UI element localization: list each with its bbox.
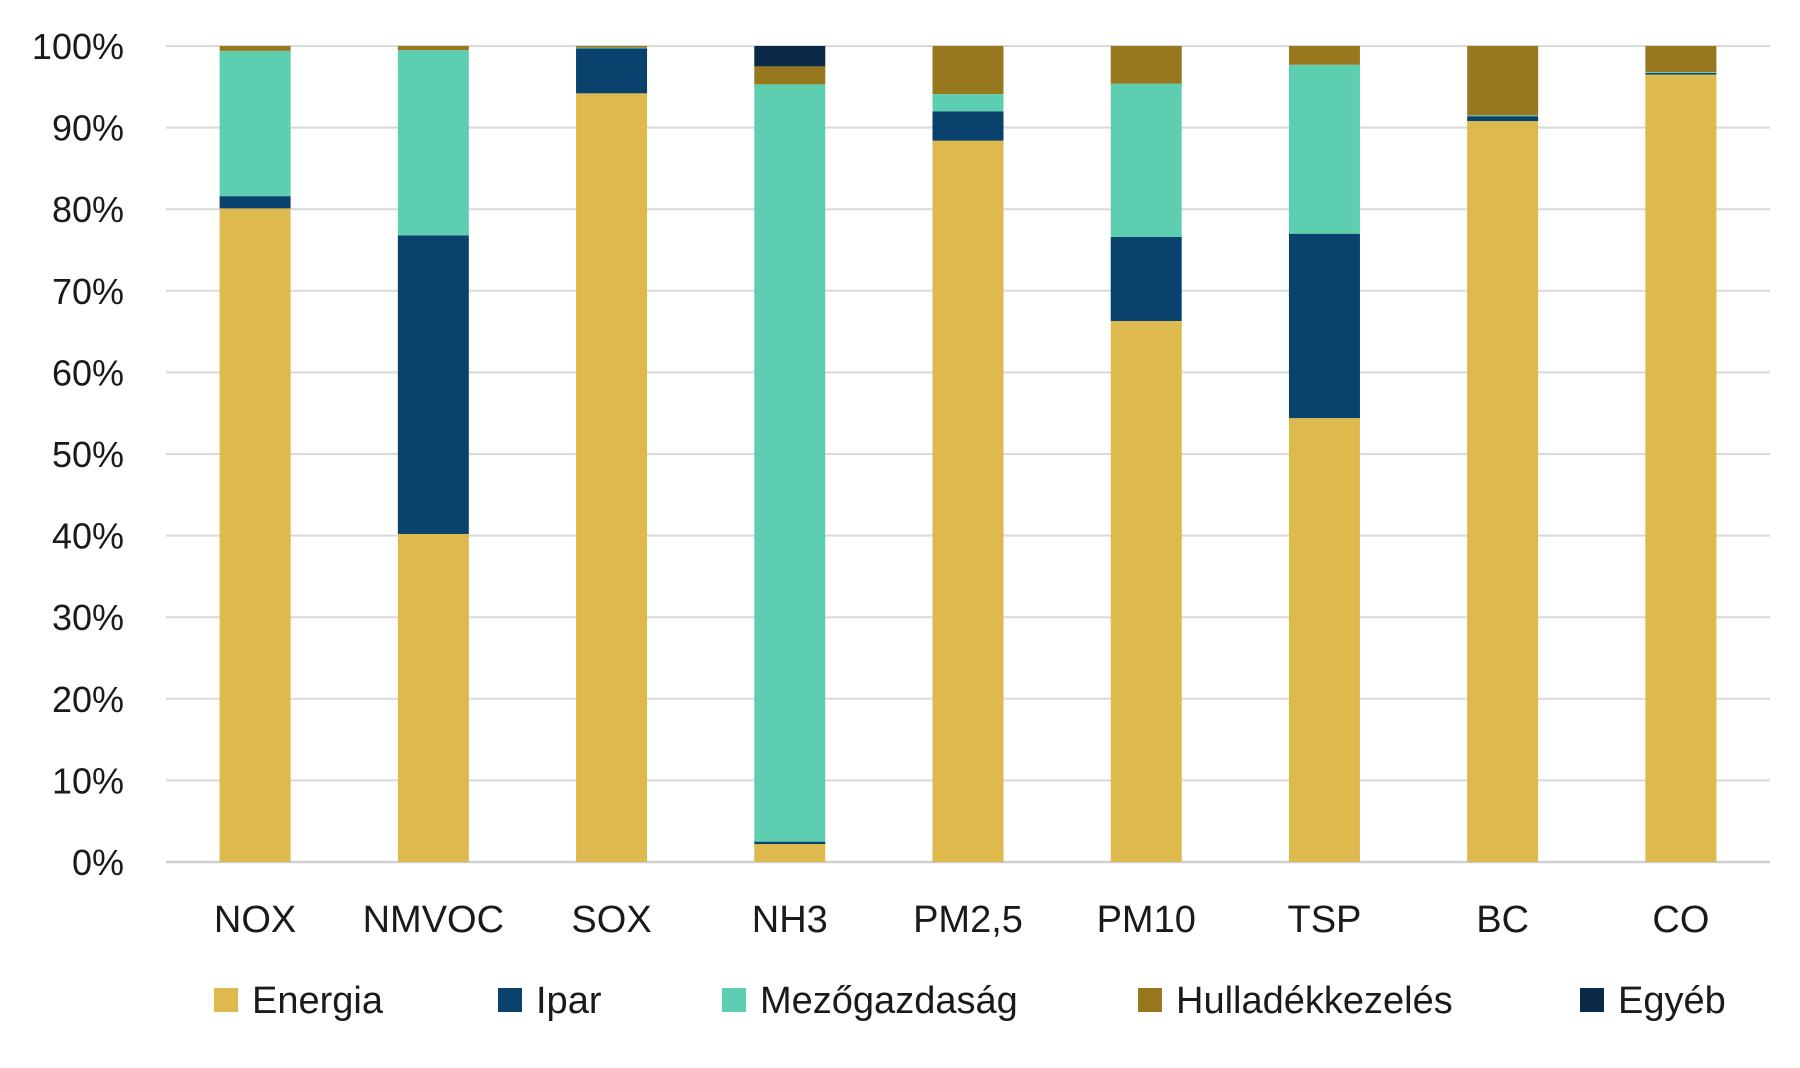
x-category-label: CO [1652, 899, 1709, 941]
legend-swatch [722, 988, 746, 1012]
x-category-label: TSP [1287, 899, 1361, 941]
bar-segment [1110, 83, 1182, 237]
x-category-label: NOX [214, 899, 296, 941]
legend-item: Ipar [498, 980, 602, 1022]
bar-segment [754, 46, 826, 67]
bar-stack-PM2,5 [932, 46, 1004, 862]
bar-segment [219, 50, 291, 197]
bar-segment [932, 111, 1004, 141]
bar-segment [397, 46, 469, 51]
bar-stack-NMVOC [397, 46, 469, 862]
bar-stack-NOX [219, 46, 291, 862]
bar-segment [576, 47, 648, 49]
bar-segment [576, 93, 648, 862]
bar-segment [397, 50, 469, 236]
legend-item: Hulladékkezelés [1138, 980, 1453, 1022]
bar-segment [219, 46, 291, 51]
y-tick-label: 60% [52, 352, 124, 393]
bar-segment [754, 844, 826, 862]
legend-label: Energia [252, 980, 384, 1022]
bar-segment [754, 841, 826, 845]
x-category-label: NMVOC [363, 899, 504, 941]
y-tick-label: 20% [52, 679, 124, 720]
bar-stack-TSP [1288, 46, 1360, 862]
bar-segment [219, 208, 291, 862]
bar-stack-PM10 [1110, 46, 1182, 862]
legend-swatch [1580, 988, 1604, 1012]
y-tick-label: 10% [52, 760, 124, 801]
legend-swatch [1138, 988, 1162, 1012]
y-tick-label: 90% [52, 108, 124, 149]
x-category-label: BC [1476, 899, 1529, 941]
bar-segment [1467, 115, 1539, 117]
bar-segment [1288, 418, 1360, 862]
bar-segment [1110, 320, 1182, 862]
legend-swatch [498, 988, 522, 1012]
legend-label: Egyéb [1618, 980, 1726, 1022]
bar-segment [1645, 74, 1717, 862]
y-tick-label: 70% [52, 271, 124, 312]
bar-segment [1288, 46, 1360, 65]
legend-label: Mezőgazdaság [760, 980, 1018, 1022]
bar-segment [1467, 46, 1539, 116]
bar-segment [1110, 236, 1182, 321]
bar-segment [397, 235, 469, 534]
y-tick-label: 30% [52, 597, 124, 638]
y-tick-label: 80% [52, 189, 124, 230]
x-axis-category-labels: NOX NMVOC SOX NH3 PM2,5 PM10 TSP BC CO [214, 899, 1709, 941]
bar-segment [932, 94, 1004, 112]
bar-segment [1467, 121, 1539, 862]
bar-segment [576, 46, 648, 48]
legend-label: Hulladékkezelés [1176, 980, 1453, 1022]
bars [219, 46, 1717, 862]
bar-segment [1645, 46, 1717, 73]
bar-segment [1288, 233, 1360, 419]
y-tick-label: 40% [52, 516, 124, 557]
bar-segment [754, 84, 826, 842]
bar-stack-NH3 [754, 46, 826, 862]
bar-segment [1645, 72, 1717, 73]
x-category-label: PM10 [1097, 899, 1196, 941]
y-tick-label: 50% [52, 434, 124, 475]
legend-item: Mezőgazdaság [722, 980, 1018, 1022]
bar-segment [1467, 116, 1539, 122]
y-tick-label: 0% [72, 842, 124, 883]
y-axis-tick-labels: 0% 10% 20% 30% 40% 50% 60% 70% 80% 90% 100% [32, 26, 124, 883]
legend-item: Energia [214, 980, 384, 1022]
bar-segment [1110, 46, 1182, 84]
x-category-label: NH3 [752, 899, 828, 941]
bar-segment [754, 66, 826, 85]
bar-segment [1288, 64, 1360, 234]
bar-segment [932, 140, 1004, 862]
bar-stack-CO [1645, 46, 1717, 862]
bar-segment [576, 48, 648, 94]
legend-label: Ipar [536, 980, 602, 1022]
x-category-label: SOX [571, 899, 651, 941]
y-tick-label: 100% [32, 26, 124, 67]
legend: Energia Ipar Mezőgazdaság Hulladékkezelés Eg… [214, 980, 1726, 1022]
bar-segment [1645, 72, 1717, 75]
bar-stack-SOX [576, 46, 648, 862]
bar-segment [932, 46, 1004, 95]
bar-stack-BC [1467, 46, 1539, 862]
bar-segment [219, 196, 291, 209]
legend-item: Egyéb [1580, 980, 1726, 1022]
bar-segment [397, 533, 469, 862]
legend-swatch [214, 988, 238, 1012]
x-category-label: PM2,5 [913, 899, 1023, 941]
